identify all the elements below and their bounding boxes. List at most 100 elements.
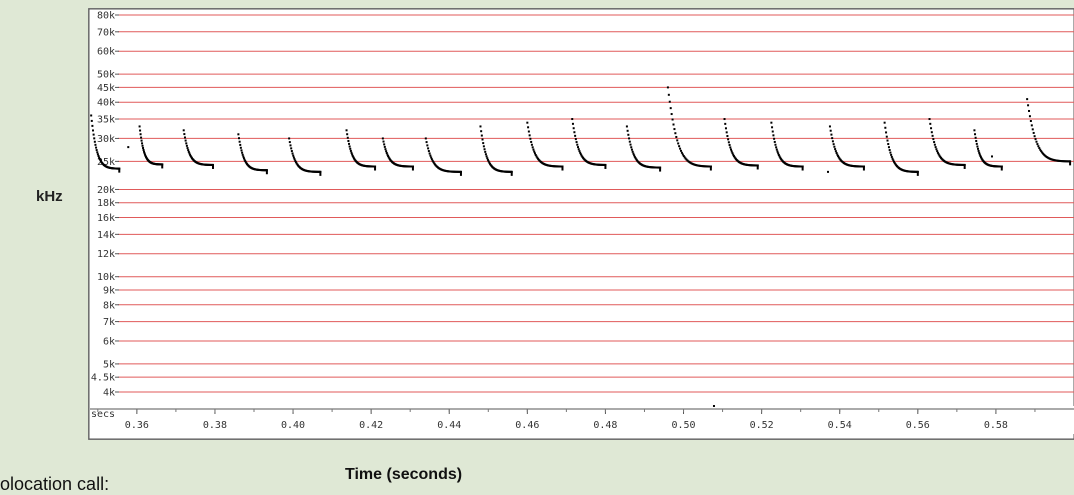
call-point [930,131,933,134]
stray-points [127,146,993,407]
call-point [432,161,435,164]
call-point [183,133,186,136]
call-tail [1000,165,1003,171]
call-point [242,157,245,160]
call-point [730,148,733,151]
echolocation-calls [90,86,1072,176]
y-tick-label: 40k [97,98,115,109]
call-point [352,156,355,159]
echolocation-call [973,129,1003,171]
echolocation-call [345,129,377,171]
y-tick-label: 7k [103,317,115,328]
call-point [684,157,687,160]
call-point [239,143,242,146]
call-point [632,152,635,155]
call-point [831,137,834,140]
call-point [1029,119,1032,122]
call-point [530,143,533,146]
call-point [95,149,98,152]
x-tick-label: 0.48 [593,420,617,431]
call-point [139,129,142,132]
call-point [482,142,485,145]
call-point [628,137,631,140]
call-point [140,139,143,142]
stray-point [991,155,993,158]
call-point [628,140,631,143]
call-tail [709,165,712,171]
call-point [92,133,95,136]
call-point [666,86,669,89]
call-point [974,136,977,139]
plot-background [88,8,1074,440]
echolocation-call [1026,98,1072,166]
call-point [288,137,291,140]
echolocation-call [237,133,268,175]
call-point [779,156,782,159]
call-point [240,149,243,152]
call-point [887,146,890,149]
call-point [244,160,247,163]
call-point [626,129,629,132]
call-point [573,131,576,134]
call-point [484,150,487,153]
y-tick-label: 9k [103,285,115,296]
call-tail [161,163,164,169]
call-point [94,143,97,146]
call-point [934,146,937,149]
stray-point [827,170,829,173]
y-tick-label: 10k [97,272,115,283]
call-point [938,154,941,157]
y-tick-label: 45k [97,83,115,94]
call-point [526,121,529,124]
call-point [289,144,292,147]
call-point [189,153,192,156]
call-point [887,143,890,146]
call-point [892,160,895,163]
call-point [288,141,291,144]
call-point [291,152,294,155]
call-point [486,158,489,161]
call-point [239,146,242,149]
call-point [832,143,835,146]
call-point [1028,115,1031,118]
call-point [933,143,936,146]
call-point [670,113,673,116]
call-point [345,129,348,132]
call-point [528,134,531,137]
echolocation-call [828,125,865,171]
call-point [290,150,293,153]
call-point [891,157,894,160]
call-point [838,157,841,160]
x-tick-label: 0.46 [515,420,539,431]
call-point [387,155,390,158]
call-point [182,129,185,132]
call-point [777,153,780,156]
call-point [483,148,486,151]
call-point [486,157,489,160]
call-point [574,134,577,137]
call-point [581,155,584,158]
call-point [669,107,672,110]
call-point [479,125,482,128]
call-point [294,159,297,162]
y-tick-label: 16k [97,213,115,224]
call-point [426,144,429,147]
echolocation-call [90,114,121,173]
call-point [293,158,296,161]
call-point [776,150,779,153]
echolocation-call [526,121,564,171]
call-point [893,162,896,165]
call-point [241,151,244,154]
call-point [144,153,147,156]
call-point [978,153,981,156]
call-tail [118,167,121,173]
call-point [487,160,490,163]
call-point [731,152,734,155]
call-point [531,146,534,149]
call-point [777,152,780,155]
call-point [384,148,387,151]
echolocation-call [479,125,513,176]
call-tail [1069,160,1072,166]
call-point [430,158,433,161]
call-point [91,124,94,127]
